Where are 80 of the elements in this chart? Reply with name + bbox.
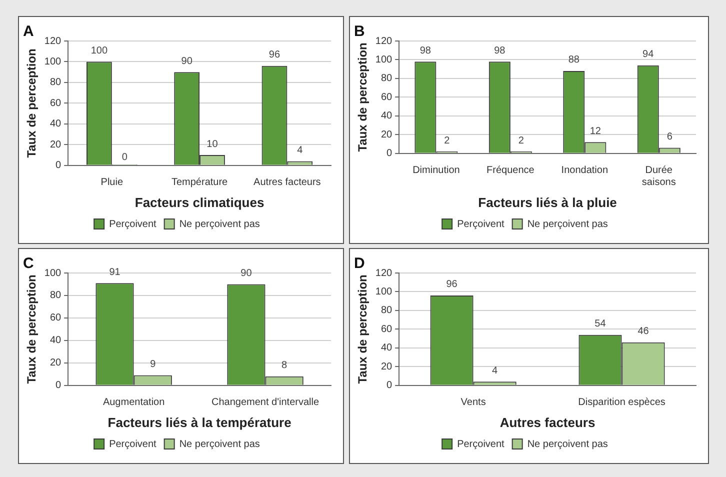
y-tick-label: 60 — [380, 324, 393, 335]
legend-label: Perçoivent — [457, 218, 505, 230]
x-tick-label: Disparition espèces — [578, 397, 666, 408]
chart-title: A — [23, 23, 34, 40]
data-label: 98 — [420, 45, 432, 56]
data-label: 90 — [240, 268, 252, 279]
data-label: 88 — [568, 54, 580, 66]
data-label: 96 — [446, 279, 458, 290]
legend-label: Ne perçoivent pas — [527, 218, 608, 230]
legend-label: Ne perçoivent pas — [179, 438, 260, 450]
legend-label: Perçoivent — [457, 438, 505, 450]
y-tick-label: 20 — [380, 361, 393, 372]
y-tick-label: 40 — [380, 342, 393, 354]
x-axis-title: Facteurs liés à la pluie — [478, 194, 617, 210]
x-tick-label: Augmentation — [102, 397, 165, 408]
data-label: 46 — [638, 326, 650, 338]
data-label: 98 — [494, 45, 506, 56]
x-tick-label: Durée saisons — [642, 165, 676, 188]
y-tick-label: 120 — [44, 36, 62, 47]
x-axis-title: Facteurs liés à la température — [108, 414, 292, 430]
legend-label: Perçoivent — [109, 218, 157, 230]
x-tick-label: Autres facteurs — [254, 177, 321, 188]
data-label: 100 — [90, 45, 108, 56]
y-tick-label: 60 — [50, 98, 62, 109]
data-label: 96 — [268, 50, 280, 61]
x-tick-label: Pluie — [100, 177, 124, 188]
chart-title: B — [354, 23, 365, 40]
x-tick-label: Diminution — [412, 165, 460, 176]
data-label: 90 — [181, 56, 193, 67]
y-tick-label: 0 — [386, 380, 393, 392]
data-label: 0 — [122, 152, 128, 164]
y-tick-label: 80 — [380, 73, 393, 84]
y-tick-label: 0 — [386, 148, 393, 160]
data-label: 4 — [297, 145, 304, 156]
data-label: 12 — [590, 126, 602, 137]
data-label: 4 — [492, 365, 498, 376]
y-tick-label: 100 — [375, 286, 393, 298]
y-tick-label: 20 — [50, 139, 62, 150]
data-label: 91 — [109, 266, 121, 278]
y-axis-title: Taux de perception — [356, 274, 370, 384]
data-label: 2 — [518, 135, 524, 146]
y-tick-label: 120 — [375, 36, 393, 47]
data-label: 94 — [642, 49, 654, 60]
y-axis-title: Taux de perception — [24, 274, 39, 384]
y-tick-label: 80 — [50, 290, 62, 302]
x-tick-label: Vents — [460, 397, 486, 408]
chart-title: D — [354, 255, 365, 272]
y-tick-label: 20 — [50, 358, 62, 369]
data-label: 2 — [444, 135, 450, 146]
x-tick-label: Inondation — [561, 165, 608, 176]
y-tick-label: 120 — [375, 268, 393, 279]
y-tick-label: 80 — [380, 305, 393, 316]
legend-label: Ne perçoivent pas — [527, 438, 608, 450]
data-label: 54 — [594, 318, 606, 330]
data-label: 6 — [666, 132, 673, 143]
legend-label: Perçoivent — [109, 438, 157, 450]
data-label: 10 — [206, 138, 218, 150]
x-tick-label: Température — [171, 177, 228, 188]
y-axis-title: Taux de perception — [24, 48, 39, 158]
y-tick-label: 100 — [44, 268, 62, 279]
x-tick-label: Changement d'intervalle — [212, 397, 320, 408]
y-tick-label: 20 — [380, 129, 393, 140]
legend-label: Ne perçoivent pas — [179, 218, 260, 230]
chart-title: C — [23, 255, 34, 272]
y-tick-label: 60 — [50, 312, 62, 324]
y-tick-label: 60 — [380, 92, 393, 103]
x-axis-title: Facteurs climatiques — [134, 194, 264, 210]
y-tick-label: 40 — [50, 118, 62, 130]
data-label: 8 — [282, 360, 288, 372]
y-tick-label: 40 — [380, 110, 393, 122]
x-tick-label: Fréquence — [486, 165, 535, 176]
y-tick-label: 40 — [50, 335, 62, 346]
y-tick-label: 100 — [44, 56, 62, 68]
x-axis-title: Autres facteurs — [500, 414, 596, 430]
y-tick-label: 80 — [50, 77, 62, 88]
data-label: 9 — [150, 359, 156, 370]
y-tick-label: 0 — [56, 160, 62, 172]
y-tick-label: 100 — [375, 54, 393, 66]
y-tick-label: 0 — [56, 380, 62, 392]
y-axis-title: Taux de perception — [356, 42, 370, 152]
